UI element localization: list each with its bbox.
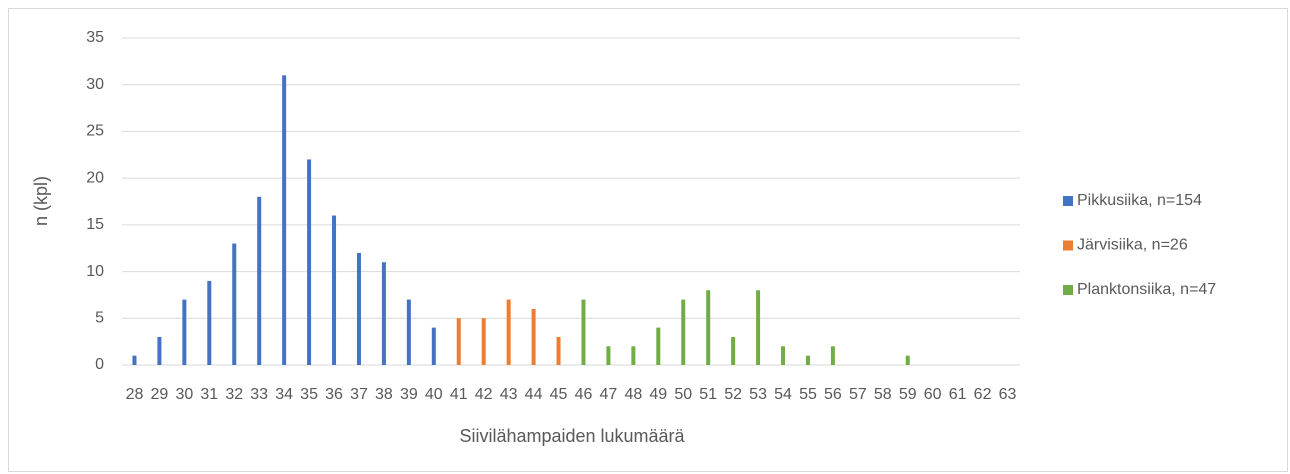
legend-swatch bbox=[1063, 285, 1073, 295]
y-tick-label: 5 bbox=[95, 310, 104, 327]
x-tick-label: 50 bbox=[674, 386, 692, 403]
bar bbox=[381, 262, 386, 365]
legend-swatch bbox=[1063, 240, 1073, 251]
y-tick-label: 30 bbox=[86, 76, 104, 93]
x-tick-label: 44 bbox=[525, 386, 543, 403]
bar bbox=[481, 318, 486, 365]
x-tick-label: 57 bbox=[849, 386, 867, 403]
bar bbox=[332, 215, 337, 365]
x-tick-label: 30 bbox=[175, 386, 193, 403]
bar bbox=[631, 346, 636, 365]
x-tick-label: 55 bbox=[799, 386, 817, 403]
x-tick-label: 38 bbox=[375, 386, 393, 403]
x-tick-label: 31 bbox=[200, 386, 218, 403]
y-tick-label: 25 bbox=[86, 123, 104, 140]
bar bbox=[132, 355, 137, 365]
y-axis-title: n (kpl) bbox=[31, 176, 51, 226]
x-tick-label: 53 bbox=[749, 386, 767, 403]
x-tick-label: 48 bbox=[624, 386, 642, 403]
bar bbox=[207, 280, 212, 365]
x-axis-title: Siivilähampaiden lukumäärä bbox=[459, 426, 685, 446]
x-tick-label: 40 bbox=[425, 386, 443, 403]
bar bbox=[431, 327, 436, 365]
x-tick-label: 29 bbox=[151, 386, 169, 403]
chart-border bbox=[8, 8, 1288, 472]
x-tick-label: 60 bbox=[924, 386, 942, 403]
bar bbox=[756, 290, 761, 365]
bar bbox=[656, 327, 661, 365]
y-tick-label: 0 bbox=[95, 356, 104, 373]
legend-swatch bbox=[1063, 196, 1073, 206]
bar bbox=[731, 336, 736, 365]
bar bbox=[282, 75, 287, 365]
y-tick-label: 15 bbox=[86, 216, 104, 233]
y-tick-label: 10 bbox=[86, 263, 104, 280]
bar bbox=[781, 346, 786, 365]
legend-label: Planktonsiika, n=47 bbox=[1077, 281, 1216, 298]
bar bbox=[581, 299, 586, 365]
x-tick-label: 51 bbox=[699, 386, 717, 403]
legend-label: Pikkusiika, n=154 bbox=[1077, 192, 1202, 209]
bar bbox=[681, 299, 686, 365]
x-tick-label: 36 bbox=[325, 386, 343, 403]
x-tick-label: 59 bbox=[899, 386, 917, 403]
x-tick-label: 49 bbox=[649, 386, 667, 403]
bar bbox=[406, 299, 411, 365]
x-tick-label: 58 bbox=[874, 386, 892, 403]
x-tick-label: 42 bbox=[475, 386, 493, 403]
bar bbox=[456, 318, 461, 365]
x-tick-label: 45 bbox=[550, 386, 568, 403]
bar bbox=[257, 196, 262, 365]
x-tick-label: 34 bbox=[275, 386, 293, 403]
bar bbox=[905, 355, 910, 365]
x-tick-label: 43 bbox=[500, 386, 518, 403]
bar bbox=[830, 346, 835, 365]
x-tick-label: 56 bbox=[824, 386, 842, 403]
bar bbox=[182, 299, 187, 365]
x-tick-label: 62 bbox=[974, 386, 992, 403]
x-tick-label: 32 bbox=[225, 386, 243, 403]
bar bbox=[307, 159, 312, 365]
y-tick-label: 35 bbox=[86, 29, 104, 46]
x-tick-label: 63 bbox=[999, 386, 1017, 403]
bar bbox=[606, 346, 611, 365]
bar bbox=[506, 299, 511, 365]
y-tick-label: 20 bbox=[86, 169, 104, 186]
bar bbox=[157, 336, 162, 365]
x-tick-label: 47 bbox=[600, 386, 618, 403]
bar bbox=[531, 308, 536, 365]
legend-label: Järvisiika, n=26 bbox=[1077, 237, 1188, 254]
bar bbox=[706, 290, 711, 365]
bar bbox=[232, 243, 237, 365]
x-tick-label: 41 bbox=[450, 386, 468, 403]
bar bbox=[805, 355, 810, 365]
bar bbox=[356, 252, 361, 365]
x-tick-label: 28 bbox=[126, 386, 144, 403]
x-tick-label: 37 bbox=[350, 386, 368, 403]
bar bbox=[556, 336, 561, 365]
x-tick-label: 46 bbox=[575, 386, 593, 403]
x-tick-label: 35 bbox=[300, 386, 318, 403]
x-tick-label: 33 bbox=[250, 386, 268, 403]
x-tick-label: 54 bbox=[774, 386, 792, 403]
x-tick-label: 39 bbox=[400, 386, 418, 403]
x-tick-label: 61 bbox=[949, 386, 967, 403]
x-tick-label: 52 bbox=[724, 386, 742, 403]
